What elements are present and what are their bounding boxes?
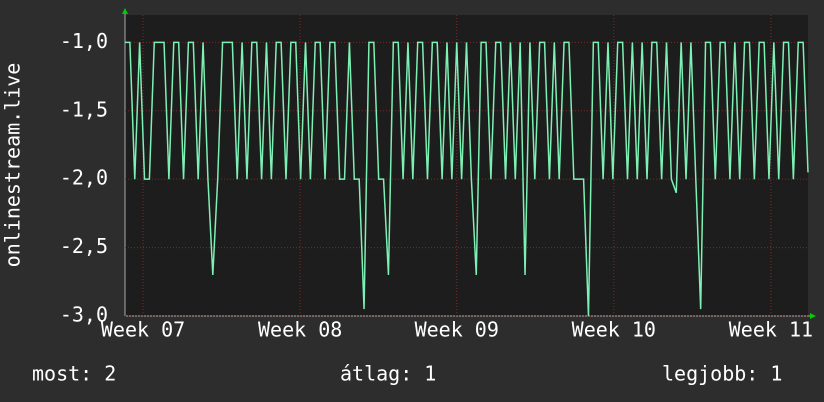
- y-tick-label: -1,5: [60, 97, 108, 121]
- x-tick-label: Week 11: [729, 318, 813, 342]
- footer-current: most: 2: [32, 362, 116, 386]
- y-arrow: [122, 8, 128, 14]
- plot-area: [125, 15, 808, 316]
- data-line: [125, 41, 809, 317]
- y-tick-label: -3,0: [60, 303, 108, 327]
- x-tick-label: Week 10: [572, 318, 656, 342]
- y-axis-label: onlinestream.live: [1, 63, 25, 268]
- footer-average: átlag: 1: [340, 362, 436, 386]
- y-tick-label: -2,5: [60, 234, 108, 258]
- x-arrow: [810, 313, 816, 319]
- footer-best: legjobb: 1: [662, 362, 782, 386]
- y-tick-label: -2,0: [60, 166, 108, 190]
- x-tick-label: Week 07: [101, 318, 185, 342]
- y-tick-label: -1,0: [60, 29, 108, 53]
- x-tick-label: Week 08: [258, 318, 342, 342]
- x-tick-label: Week 09: [415, 318, 499, 342]
